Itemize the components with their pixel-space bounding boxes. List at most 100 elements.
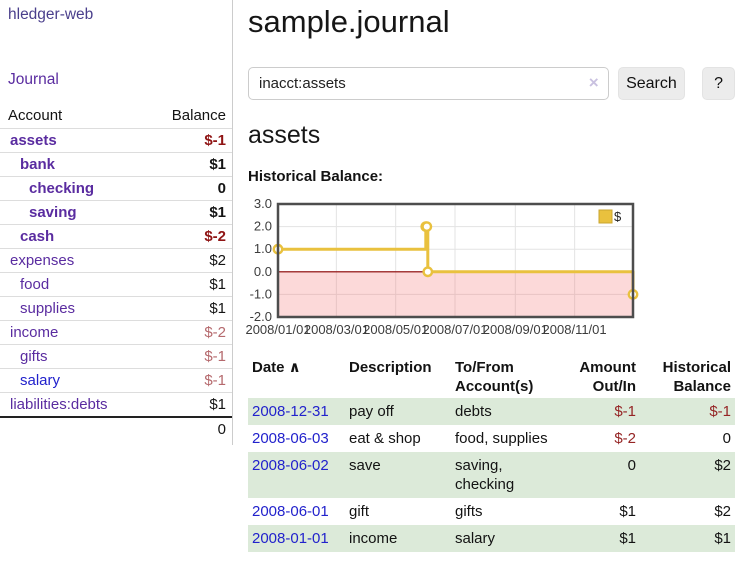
transaction-accounts: debts bbox=[455, 403, 492, 420]
search-button[interactable]: Search bbox=[617, 67, 686, 100]
account-link-assets[interactable]: assets bbox=[10, 132, 57, 149]
search-input-wrap: × bbox=[248, 67, 609, 100]
account-balance: $-2 bbox=[204, 228, 226, 245]
account-balance: $-1 bbox=[204, 372, 226, 389]
account-row: income $-2 bbox=[0, 320, 232, 345]
account-row: assets $-1 bbox=[0, 128, 232, 153]
transaction-date-cell: 2008-06-02 bbox=[248, 452, 345, 498]
register-header-to-from-account-s-: To/From Account(s) bbox=[455, 359, 534, 395]
transaction-balance: $2 bbox=[714, 457, 731, 474]
account-link-cash[interactable]: cash bbox=[20, 228, 55, 245]
transaction-date-link[interactable]: 2008-01-01 bbox=[252, 530, 329, 547]
transaction-amount: $-2 bbox=[614, 430, 636, 447]
accounts-header-balance: Balance bbox=[171, 107, 226, 124]
account-cell: food bbox=[0, 273, 145, 297]
account-balance: $2 bbox=[209, 252, 226, 269]
account-row: supplies $1 bbox=[0, 296, 232, 321]
account-link-bank[interactable]: bank bbox=[20, 156, 56, 173]
accounts-total-balance: 0 bbox=[217, 421, 226, 438]
transaction-amount: $-1 bbox=[614, 403, 636, 420]
accounts-total-spacer bbox=[0, 417, 145, 441]
svg-text:2008/03/01: 2008/03/01 bbox=[304, 322, 369, 337]
sidebar: hledger-web Journal Account Balance asse… bbox=[0, 0, 233, 445]
account-link-checking[interactable]: checking bbox=[29, 180, 95, 197]
register-header-amount-out-in: Amount Out/In bbox=[579, 359, 636, 395]
transaction-description: income bbox=[349, 530, 398, 547]
search-form: × Search ? bbox=[248, 67, 735, 100]
account-balance: $1 bbox=[209, 204, 226, 221]
search-input[interactable] bbox=[248, 67, 609, 100]
chart-title: Historical Balance: bbox=[248, 168, 384, 185]
account-link-expenses[interactable]: expenses bbox=[10, 252, 75, 269]
transaction-date-link[interactable]: 2008-06-03 bbox=[252, 430, 329, 447]
account-cell: salary bbox=[0, 369, 145, 393]
transaction-date-cell: 2008-06-01 bbox=[248, 498, 345, 525]
app-brand-link[interactable]: hledger-web bbox=[8, 6, 94, 23]
transaction-accounts: saving, checking bbox=[455, 457, 515, 493]
account-cell: gifts bbox=[0, 345, 145, 369]
transaction-date-link[interactable]: 2008-12-31 bbox=[252, 403, 329, 420]
transaction-date-link[interactable]: 2008-06-01 bbox=[252, 503, 329, 520]
nav-journal-link[interactable]: Journal bbox=[8, 71, 59, 88]
svg-text:2008/07/01: 2008/07/01 bbox=[422, 322, 487, 337]
transaction-balance: $-1 bbox=[709, 403, 731, 420]
account-link-liabilities-debts[interactable]: liabilities:debts bbox=[10, 396, 108, 413]
register-table: Date ∧ Description To/From Account(s) Amoun… bbox=[248, 356, 735, 552]
sort-asc-icon: ∧ bbox=[284, 359, 301, 376]
accounts-table-header: Account Balance bbox=[0, 104, 232, 129]
clear-search-icon[interactable]: × bbox=[588, 73, 599, 92]
account-link-salary[interactable]: salary bbox=[20, 372, 61, 389]
transaction-amount: $1 bbox=[619, 530, 636, 547]
account-row: gifts $-1 bbox=[0, 344, 232, 369]
account-link-gifts[interactable]: gifts bbox=[20, 348, 48, 365]
account-row: salary $-1 bbox=[0, 368, 232, 393]
transaction-row: 2008-01-01 income salary $1 $1 bbox=[248, 525, 735, 552]
svg-text:2008/05/01: 2008/05/01 bbox=[363, 322, 428, 337]
svg-text:2008/01/01: 2008/01/01 bbox=[245, 322, 310, 337]
account-row: cash $-2 bbox=[0, 224, 232, 249]
account-link-income[interactable]: income bbox=[10, 324, 59, 341]
transaction-description: eat & shop bbox=[349, 430, 421, 447]
account-heading: assets bbox=[248, 121, 321, 149]
register-header-row: Date ∧ Description To/From Account(s) Amoun… bbox=[248, 356, 735, 398]
transaction-description: gift bbox=[349, 503, 370, 520]
register-table-body: 2008-12-31 pay off debts $-1 $-1 2008-06-03 ea… bbox=[248, 398, 735, 552]
transaction-date-link[interactable]: 2008-06-02 bbox=[252, 457, 329, 474]
account-cell: assets bbox=[0, 129, 145, 153]
legend-label: $ bbox=[614, 209, 622, 224]
transaction-date-cell: 2008-12-31 bbox=[248, 398, 345, 425]
transaction-accounts: gifts bbox=[455, 503, 483, 520]
svg-text:2008/09/01: 2008/09/01 bbox=[483, 322, 548, 337]
page-title: sample.journal bbox=[248, 4, 450, 39]
account-cell: cash bbox=[0, 225, 145, 249]
transaction-row: 2008-06-01 gift gifts $1 $2 bbox=[248, 498, 735, 525]
account-balance: $-1 bbox=[204, 348, 226, 365]
account-balance: $1 bbox=[209, 156, 226, 173]
account-cell: expenses bbox=[0, 249, 145, 273]
account-link-supplies[interactable]: supplies bbox=[20, 300, 76, 317]
account-balance: $1 bbox=[209, 276, 226, 293]
account-row: expenses $2 bbox=[0, 248, 232, 273]
help-button[interactable]: ? bbox=[702, 67, 735, 100]
account-balance: $1 bbox=[209, 396, 226, 413]
transaction-balance: $2 bbox=[714, 503, 731, 520]
account-link-food[interactable]: food bbox=[20, 276, 50, 293]
register-header-historical-balance: Historical Balance bbox=[662, 359, 731, 395]
svg-text:0.0: 0.0 bbox=[254, 264, 272, 279]
account-row: bank $1 bbox=[0, 152, 232, 177]
register-header-description: Description bbox=[349, 359, 432, 376]
account-cell: checking bbox=[0, 177, 145, 201]
account-link-saving[interactable]: saving bbox=[29, 204, 77, 221]
account-cell: income bbox=[0, 321, 145, 345]
transaction-accounts: salary bbox=[455, 530, 496, 547]
svg-text:3.0: 3.0 bbox=[254, 196, 272, 211]
transaction-description: pay off bbox=[349, 403, 394, 420]
transaction-balance: $1 bbox=[714, 530, 731, 547]
accounts-total-row: 0 bbox=[0, 417, 232, 441]
accounts-table-body: assets $-1 bank $1 checking 0 saving $1 cash $-2 e… bbox=[0, 128, 232, 418]
svg-text:-2.0: -2.0 bbox=[250, 309, 272, 324]
transaction-row: 2008-12-31 pay off debts $-1 $-1 bbox=[248, 398, 735, 425]
account-balance: 0 bbox=[217, 180, 226, 197]
historical-balance-chart[interactable]: $3.0 2.0 1.0 0.0 -1.0 -2.0 2008/01/01 2008/03/0… bbox=[245, 194, 703, 339]
register-header-date[interactable]: Date ∧ bbox=[252, 359, 301, 376]
